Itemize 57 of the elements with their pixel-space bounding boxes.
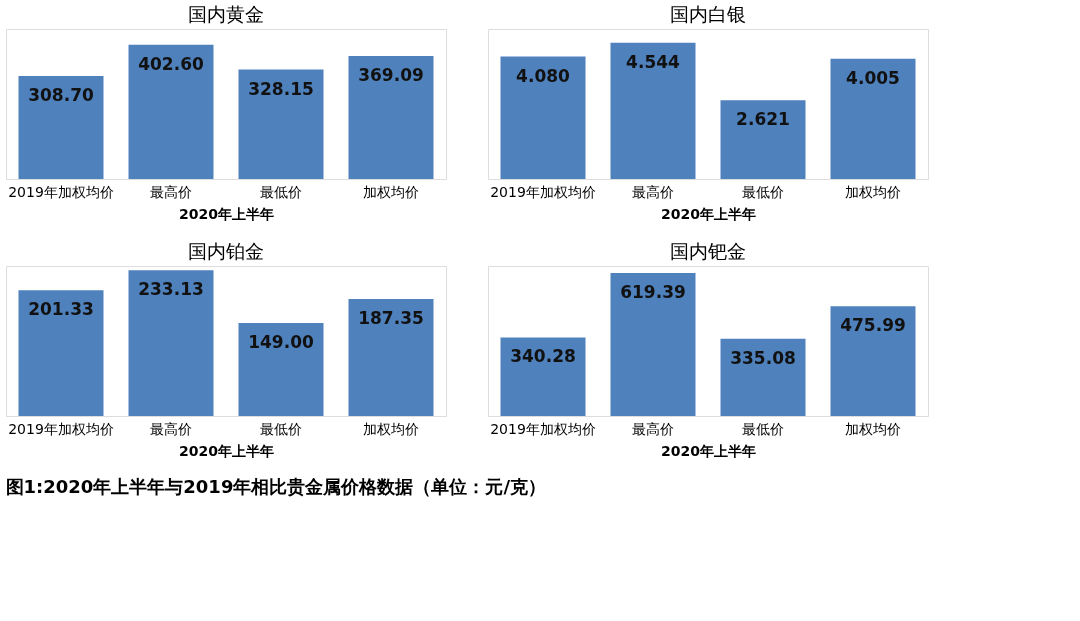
x-axis-title: 2020年上半年 [661,205,756,222]
bar [348,55,434,179]
bar [18,290,104,416]
bar [610,273,696,416]
data-label: 4.544 [626,51,681,72]
chart-title: 国内钯金 [670,240,746,262]
x-axis-title: 2020年上半年 [179,442,274,459]
x-tick-label: 2019年加权均价 [490,420,596,437]
x-tick-label: 最高价 [632,420,674,437]
chart-title: 国内白银 [670,3,746,25]
data-label: 149.00 [248,331,314,352]
x-tick-label: 最低价 [260,183,302,200]
bar [128,270,214,416]
bar [610,42,696,179]
bar [348,298,434,416]
data-label: 335.08 [730,347,796,368]
x-tick-label: 加权均价 [363,183,419,200]
bar [830,58,916,179]
data-label: 619.39 [620,282,686,303]
x-tick-label: 最低价 [742,183,784,200]
data-label: 201.33 [28,299,94,320]
caption: 图1:2020年上半年与2019年相比贵金属价格数据（单位：元/克） [5,475,546,497]
bar [238,322,324,416]
bar [720,100,806,179]
bar [500,56,586,179]
x-axis-title: 2020年上半年 [661,442,756,459]
x-tick-label: 加权均价 [845,183,901,200]
data-label: 187.35 [358,307,424,328]
bar [500,337,586,416]
data-label: 233.13 [138,279,204,300]
x-tick-label: 2019年加权均价 [8,420,114,437]
x-tick-label: 2019年加权均价 [8,183,114,200]
x-axis-title: 2020年上半年 [179,205,274,222]
x-tick-label: 最高价 [150,183,192,200]
data-label: 369.09 [358,64,424,85]
data-label: 340.28 [510,346,576,367]
data-label: 4.080 [516,65,571,86]
data-label: 4.005 [846,67,900,88]
x-tick-label: 最高价 [632,183,674,200]
chart-title: 国内黄金 [188,3,264,25]
data-label: 402.60 [138,53,204,74]
chart-title: 国内铂金 [188,240,264,262]
x-tick-label: 2019年加权均价 [490,183,596,200]
x-tick-label: 最高价 [150,420,192,437]
x-tick-label: 最低价 [742,420,784,437]
x-tick-label: 最低价 [260,420,302,437]
data-label: 475.99 [840,315,906,336]
x-tick-label: 加权均价 [845,420,901,437]
x-tick-label: 加权均价 [363,420,419,437]
bar [830,306,916,416]
data-label: 328.15 [248,78,314,99]
data-label: 308.70 [28,85,94,106]
bar [128,44,214,179]
data-label: 2.621 [736,109,790,130]
bar [238,69,324,179]
bar [18,76,104,179]
bar [720,338,806,416]
